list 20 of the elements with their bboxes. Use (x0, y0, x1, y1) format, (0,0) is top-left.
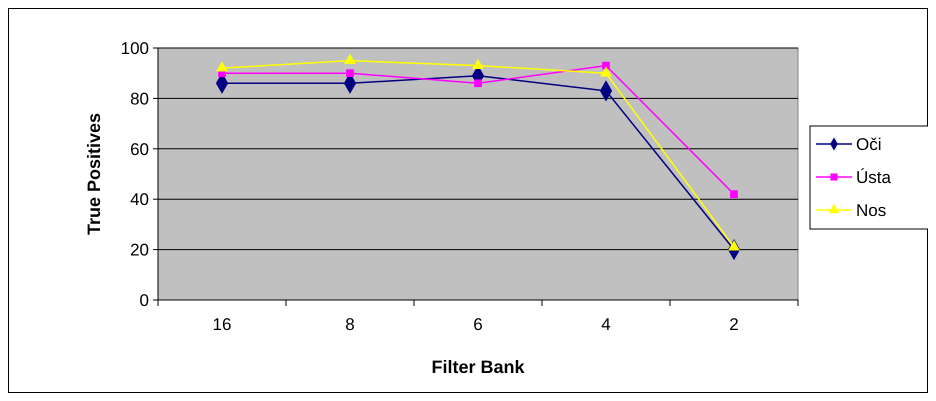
legend-label: Oči (856, 134, 882, 154)
y-tick-label: 80 (130, 89, 149, 108)
y-tick-label: 100 (120, 38, 149, 58)
y-axis-title: True Positives (84, 112, 104, 236)
point (602, 62, 610, 70)
point (474, 79, 482, 88)
x-tick-label: 2 (729, 315, 739, 334)
y-tick-label: 20 (130, 240, 149, 260)
legend-label: Ústa (856, 168, 892, 187)
y-tick-label: 40 (130, 190, 149, 210)
y-tick-label: 0 (140, 290, 149, 310)
y-tick-label: 60 (130, 140, 149, 159)
x-tick-label: 6 (473, 315, 483, 334)
x-tick-label: 8 (345, 315, 355, 334)
x-tick-label: 16 (212, 315, 232, 334)
point (730, 190, 738, 198)
point (346, 69, 354, 78)
x-axis-title: Filter Bank (431, 357, 526, 377)
x-tick-label: 4 (601, 315, 611, 334)
legend-label: Nos (856, 200, 886, 220)
